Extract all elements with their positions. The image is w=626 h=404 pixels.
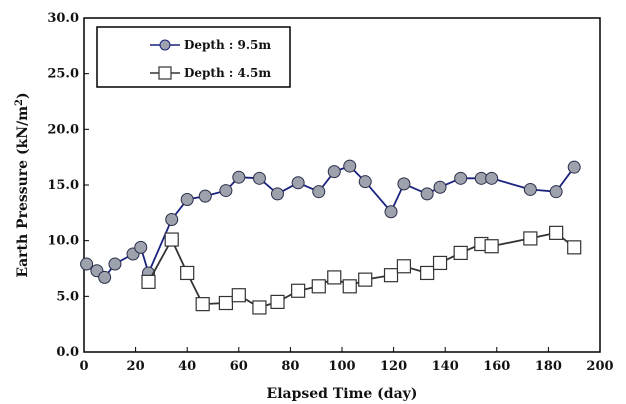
- data-point-depth-9-5: [180, 192, 194, 206]
- series-layer: [80, 159, 582, 315]
- data-point-depth-9-5: [343, 159, 357, 173]
- data-point-depth-9-5: [549, 185, 563, 199]
- data-point-depth-4-5: [484, 239, 499, 254]
- data-point-depth-4-5: [432, 255, 448, 271]
- data-point-depth-9-5: [80, 257, 94, 271]
- data-point-depth-9-5: [165, 213, 179, 227]
- legend-marker-depth-9-5: [159, 39, 171, 51]
- data-point-depth-9-5: [98, 270, 112, 284]
- data-point-depth-9-5: [485, 171, 499, 185]
- y-tick-label: 5.0: [56, 289, 79, 304]
- data-point-depth-4-5: [180, 265, 195, 281]
- data-point-depth-9-5: [134, 240, 148, 254]
- data-point-depth-4-5: [549, 225, 564, 240]
- legend-marker-depth-4-5: [158, 66, 172, 80]
- data-point-depth-9-5: [108, 257, 122, 271]
- data-point-depth-4-5: [567, 240, 582, 255]
- data-point-depth-9-5: [397, 177, 411, 191]
- data-point-depth-9-5: [420, 187, 434, 201]
- legend-label-depth-4-5: Depth : 4.5m: [184, 66, 271, 80]
- y-axis-title-main: Earth Pressure (kN/m: [15, 106, 31, 278]
- legend-label-depth-9-5: Depth : 9.5m: [184, 38, 271, 52]
- x-tick-label: 180: [535, 359, 562, 374]
- data-point-depth-9-5: [198, 189, 212, 203]
- data-point-depth-4-5: [327, 270, 342, 285]
- x-tick-label: 200: [586, 359, 613, 374]
- data-point-depth-4-5: [358, 272, 373, 287]
- data-point-depth-9-5: [271, 187, 284, 201]
- x-tick-label: 20: [127, 359, 145, 374]
- x-tick-label: 140: [432, 359, 459, 374]
- data-point-depth-9-5: [384, 205, 398, 219]
- x-tick-label: 100: [328, 359, 355, 374]
- data-point-depth-4-5: [164, 232, 179, 247]
- legend-box: [96, 26, 291, 88]
- y-tick-label: 0.0: [56, 345, 79, 360]
- y-axis-title-end: ): [15, 92, 31, 99]
- x-tick-label: 80: [281, 359, 299, 374]
- data-point-depth-9-5: [252, 171, 266, 185]
- data-point-depth-9-5: [291, 176, 305, 190]
- data-point-depth-9-5: [433, 180, 447, 194]
- data-point-depth-4-5: [383, 268, 399, 283]
- data-point-depth-4-5: [252, 300, 267, 315]
- data-point-depth-9-5: [454, 171, 468, 185]
- x-tick-label: 160: [483, 359, 510, 374]
- x-tick-label: 120: [380, 359, 407, 374]
- y-axis-title-superscript: 2: [14, 99, 25, 106]
- y-tick-label: 20.0: [47, 122, 79, 137]
- x-tick-label: 60: [230, 359, 248, 374]
- data-point-depth-4-5: [270, 294, 285, 309]
- data-point-depth-4-5: [420, 265, 435, 281]
- data-point-depth-4-5: [453, 245, 468, 261]
- data-point-depth-9-5: [312, 185, 326, 199]
- y-tick-label: 15.0: [47, 178, 79, 193]
- data-point-depth-9-5: [523, 182, 537, 196]
- y-axis-title: Earth Pressure (kN/m2): [14, 92, 31, 277]
- y-tick-label: 30.0: [47, 11, 79, 26]
- y-axis-ticks: 0.0 5.0 10.0 15.0 20.0 25.0 30.0: [47, 11, 89, 360]
- x-axis-ticks: 0 20 40 60 80 100 120 140 160 180 200: [79, 347, 614, 374]
- data-point-depth-9-5: [358, 175, 372, 189]
- data-point-depth-4-5: [342, 279, 357, 294]
- data-point-depth-4-5: [311, 279, 326, 294]
- data-point-depth-4-5: [523, 231, 538, 246]
- data-point-depth-4-5: [195, 297, 210, 312]
- data-point-depth-4-5: [231, 288, 246, 303]
- data-point-depth-9-5: [327, 165, 341, 179]
- data-point-depth-9-5: [232, 170, 246, 184]
- y-tick-label: 25.0: [47, 67, 79, 82]
- x-tick-label: 40: [178, 359, 196, 374]
- x-tick-label: 0: [79, 359, 88, 374]
- data-point-depth-4-5: [141, 274, 156, 289]
- data-point-depth-4-5: [291, 283, 306, 298]
- legend: Depth : 9.5m Depth : 4.5m: [96, 26, 291, 88]
- data-point-depth-4-5: [396, 259, 412, 274]
- data-point-depth-4-5: [218, 295, 233, 311]
- data-point-depth-9-5: [567, 160, 581, 174]
- data-point-depth-9-5: [219, 184, 233, 198]
- x-axis-title: Elapsed Time (day): [267, 386, 418, 402]
- y-tick-label: 10.0: [47, 234, 79, 249]
